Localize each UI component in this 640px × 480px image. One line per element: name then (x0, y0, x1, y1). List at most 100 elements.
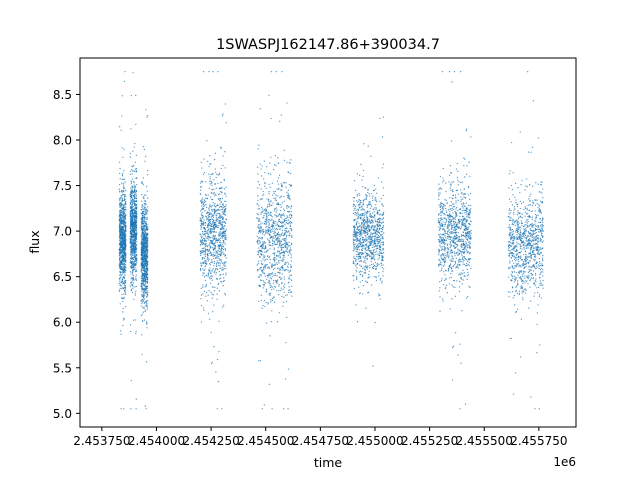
data-point (132, 243, 135, 246)
data-point (144, 246, 146, 248)
data-point (352, 219, 355, 222)
data-point (134, 250, 136, 252)
data-point (133, 184, 135, 186)
data-point (143, 273, 145, 276)
data-point (268, 201, 270, 203)
data-point (207, 260, 210, 262)
data-point (121, 293, 123, 296)
data-point (134, 231, 136, 233)
data-point (274, 274, 276, 277)
data-point (124, 290, 126, 293)
data-point (260, 228, 262, 230)
data-point (146, 264, 148, 267)
data-point (216, 255, 218, 257)
data-point (212, 71, 214, 73)
data-point (285, 300, 288, 303)
data-point (141, 205, 143, 207)
data-point (273, 296, 275, 298)
data-point (124, 71, 126, 73)
data-point (129, 214, 132, 217)
data-point (215, 250, 217, 252)
data-point (207, 230, 209, 232)
data-point (202, 242, 204, 244)
data-point (134, 185, 136, 187)
data-point (207, 235, 210, 237)
data-point (286, 191, 288, 193)
data-point (140, 217, 143, 219)
data-point (207, 237, 209, 240)
data-point (210, 206, 212, 208)
data-point (146, 299, 149, 302)
data-point (220, 223, 222, 225)
data-point (281, 202, 284, 204)
data-point (276, 289, 278, 292)
data-point (285, 268, 288, 271)
data-point (265, 251, 268, 253)
data-point (147, 169, 149, 172)
data-point (274, 190, 276, 192)
data-point (122, 258, 124, 260)
data-point (120, 285, 123, 287)
data-point (202, 274, 204, 276)
data-point (121, 191, 124, 193)
data-point (132, 200, 134, 203)
data-point (271, 216, 273, 218)
data-point (267, 249, 269, 252)
data-point (214, 158, 216, 161)
data-point (122, 178, 124, 180)
data-point (279, 256, 281, 258)
data-point (147, 292, 149, 294)
data-point (146, 296, 148, 298)
data-point (269, 213, 271, 215)
data-point (211, 259, 213, 261)
data-point (122, 263, 124, 266)
data-point (288, 281, 290, 284)
data-point (207, 220, 210, 222)
data-point (259, 223, 262, 225)
data-point (121, 147, 123, 149)
data-point (211, 214, 214, 217)
data-point (130, 180, 132, 182)
data-point (134, 256, 136, 258)
data-point (121, 217, 124, 219)
data-point (264, 264, 266, 266)
data-point (133, 227, 136, 229)
data-point (356, 321, 359, 323)
data-point (259, 268, 261, 270)
data-point (269, 214, 271, 217)
data-point (282, 288, 284, 291)
data-point (123, 211, 125, 213)
data-point (272, 243, 274, 245)
data-point (219, 244, 221, 247)
data-point (134, 242, 136, 244)
data-point (205, 291, 208, 294)
data-point (361, 225, 363, 227)
data-point (263, 260, 265, 262)
data-point (122, 261, 124, 263)
data-point (288, 277, 290, 280)
data-point (218, 350, 220, 353)
data-point (124, 261, 127, 263)
data-point (262, 304, 264, 307)
data-point (144, 231, 147, 233)
data-point (224, 254, 227, 256)
data-point (146, 277, 149, 279)
data-point (146, 217, 149, 219)
data-point (203, 276, 206, 278)
data-point (133, 232, 136, 235)
data-point (270, 285, 272, 287)
data-point (224, 222, 226, 224)
data-point (134, 294, 136, 296)
data-point (130, 266, 132, 268)
data-point (291, 285, 293, 288)
data-point (130, 264, 133, 267)
data-point (215, 171, 217, 173)
data-point (133, 233, 135, 235)
data-point (119, 266, 121, 268)
data-point (267, 281, 269, 284)
data-point (284, 270, 286, 272)
data-point (221, 221, 223, 224)
data-point (200, 298, 202, 300)
data-point (258, 227, 260, 230)
data-point (124, 208, 126, 211)
